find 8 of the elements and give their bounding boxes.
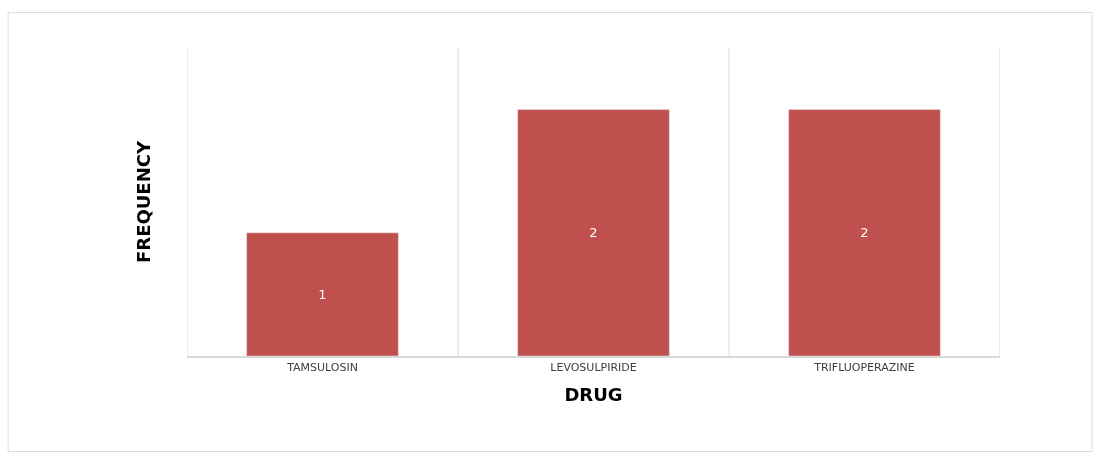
y-axis-title: FREQUENCY: [133, 140, 155, 263]
x-tick-label: TRIFLUOPERAZINE: [813, 361, 915, 375]
data-label: 2: [860, 225, 869, 241]
x-tick-label: TAMSULOSIN: [286, 361, 358, 375]
x-axis-title: DRUG: [564, 383, 623, 405]
x-tick-label: LEVOSULPIRIDE: [550, 361, 637, 375]
data-label: 1: [318, 286, 327, 302]
data-label: 2: [589, 225, 598, 241]
